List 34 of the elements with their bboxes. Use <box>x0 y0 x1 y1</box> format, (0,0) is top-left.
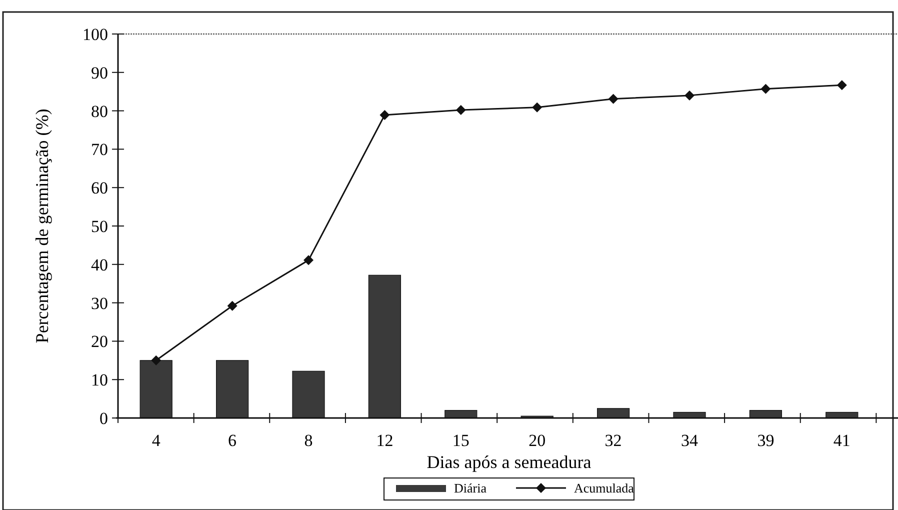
x-tick-label: 20 <box>528 431 546 450</box>
point <box>684 90 694 100</box>
point <box>227 300 238 311</box>
y-tick-label: 30 <box>91 294 108 313</box>
x-tick-label: 4 <box>152 431 161 450</box>
y-axis-title: Percentagem de germinação (%) <box>32 108 52 344</box>
y-tick-label: 40 <box>91 255 108 274</box>
point <box>836 80 847 90</box>
point <box>151 355 162 366</box>
legend-label: Diária <box>454 480 487 496</box>
x-tick-label: 32 <box>604 431 622 450</box>
y-tick-label: 80 <box>91 102 108 121</box>
y-tick-label: 70 <box>91 140 108 160</box>
x-tick-label: 41 <box>833 431 850 450</box>
x-tick-label: 8 <box>304 431 313 450</box>
x-tick-label: 15 <box>452 431 470 450</box>
point <box>304 255 314 266</box>
x-tick-label: 39 <box>757 431 774 450</box>
y-tick-label: 90 <box>91 63 108 82</box>
y-tick-label: 50 <box>91 216 108 236</box>
point <box>760 84 771 94</box>
point <box>456 105 466 116</box>
point <box>608 94 618 104</box>
y-tick-label: 0 <box>100 408 108 428</box>
y-tick-label: 10 <box>91 370 108 390</box>
y-tick-label: 100 <box>82 24 108 44</box>
point <box>380 110 390 120</box>
x-tick-label: 6 <box>228 431 237 450</box>
y-tick-label: 60 <box>91 178 108 198</box>
x-tick-label: 12 <box>376 431 394 450</box>
x-axis-title: Dias após a semeadura <box>426 452 592 472</box>
x-tick-label: 34 <box>681 431 698 450</box>
y-tick-label: 20 <box>91 332 108 352</box>
point <box>532 102 542 112</box>
